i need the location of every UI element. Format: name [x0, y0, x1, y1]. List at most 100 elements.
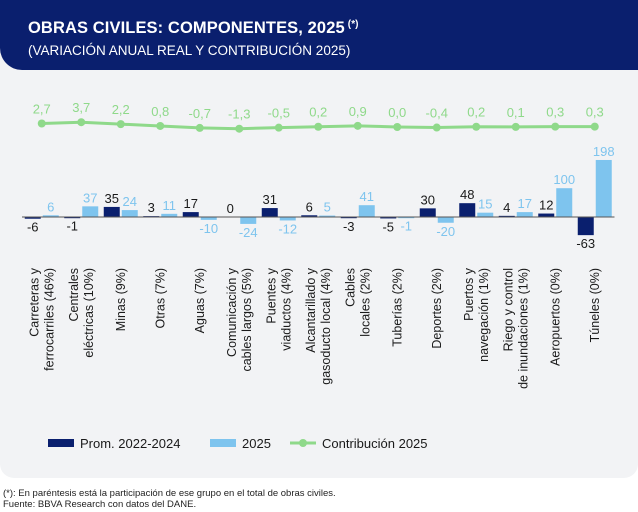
- bar-label-1-6: -12: [278, 221, 297, 236]
- bar-0-9: [380, 217, 397, 219]
- contribution-label-10: -0,4: [426, 106, 448, 121]
- contribution-label-3: 0,8: [151, 104, 169, 119]
- category-label-1-line-1: eléctricas (10%): [82, 268, 96, 358]
- bar-0-1: [64, 217, 81, 219]
- bar-label-0-12: 4: [503, 200, 510, 215]
- bar-0-6: [261, 208, 278, 217]
- bar-label-0-4: 17: [184, 196, 198, 211]
- contribution-label-0: 2,7: [33, 101, 51, 116]
- contribution-point-2: [116, 120, 125, 129]
- category-label-1-line-0: Centrales: [67, 268, 81, 322]
- bar-label-0-3: 3: [148, 200, 155, 215]
- bar-label-0-10: 30: [421, 192, 435, 207]
- bar-label-1-11: 15: [478, 197, 492, 212]
- chart-card: OBRAS CIVILES: COMPONENTES, 2025 (*) (VAR…: [0, 0, 638, 478]
- bar-1-5: [240, 217, 257, 224]
- category-label-1: Centrales eléctricas (10%): [67, 268, 96, 358]
- bar-1-2: [121, 210, 138, 217]
- legend-swatch-0: [48, 439, 74, 447]
- legend-label-1: 2025: [242, 436, 271, 451]
- category-label-12-line-1: de inundaciones (1%): [516, 268, 530, 389]
- bar-label-1-3: 11: [163, 198, 177, 213]
- category-label-9-line-0: Tuberías (2%): [390, 268, 404, 347]
- contribution-label-4: -0,7: [189, 106, 211, 121]
- bar-label-1-2: 24: [123, 194, 137, 209]
- category-label-7-line-1: gasoducto local (4%): [319, 268, 333, 385]
- category-label-9: Tuberías (2%): [390, 268, 404, 347]
- bar-label-1-7: 5: [324, 200, 331, 215]
- bar-label-1-12: 17: [518, 196, 532, 211]
- bar-label-0-13: 12: [539, 198, 553, 213]
- bar-0-0: [24, 217, 41, 219]
- contribution-point-10: [432, 123, 441, 132]
- category-label-7: Alcantarillado y gasoducto local (4%): [304, 267, 333, 384]
- bar-label-0-8: -3: [343, 219, 355, 234]
- legend-swatch-1: [210, 439, 236, 447]
- bar-label-0-1: -1: [66, 218, 78, 233]
- category-label-8-line-0: Cables: [343, 268, 357, 307]
- bar-label-0-7: 6: [306, 199, 313, 214]
- bar-label-0-9: -5: [382, 219, 394, 234]
- category-label-7-line-0: Alcantarillado y: [304, 267, 318, 353]
- chart-subtitle: (VARIACIÓN ANUAL REAL Y CONTRIBUCIÓN 202…: [28, 43, 351, 58]
- bar-1-4: [200, 217, 217, 220]
- title-footnote-mark: (*): [347, 19, 359, 30]
- contribution-point-13: [551, 122, 560, 131]
- category-label-8-line-1: locales (2%): [358, 268, 372, 337]
- bar-1-0: [42, 215, 59, 217]
- category-label-12: Riego y control de inundaciones (1%): [501, 268, 530, 389]
- bar-label-1-0: 6: [47, 199, 54, 214]
- category-label-6: Puentes y viaductos (4%): [264, 267, 293, 350]
- bar-label-1-13: 100: [553, 172, 575, 187]
- bar-0-11: [459, 203, 476, 217]
- bar-1-1: [82, 206, 99, 217]
- bar-1-10: [437, 217, 454, 223]
- contribution-label-12: 0,1: [507, 105, 525, 120]
- contribution-point-6: [274, 123, 283, 132]
- bar-label-0-2: 35: [105, 191, 119, 206]
- contribution-point-7: [314, 122, 323, 131]
- category-label-0-line-0: Carreteras y: [27, 267, 41, 337]
- bar-1-9: [398, 217, 415, 219]
- contribution-label-2: 2,2: [112, 102, 130, 117]
- contribution-label-7: 0,2: [309, 105, 327, 120]
- contribution-point-1: [77, 118, 86, 127]
- contribution-point-14: [590, 122, 599, 131]
- category-label-4: Aguas (7%): [193, 268, 207, 333]
- bar-label-0-6: 31: [263, 192, 277, 207]
- bar-0-7: [301, 215, 318, 217]
- contribution-point-8: [353, 121, 362, 130]
- category-label-4-line-0: Aguas (7%): [193, 268, 207, 333]
- bar-1-6: [279, 217, 296, 221]
- category-label-10-line-0: Deportes (2%): [430, 268, 444, 349]
- bar-label-0-11: 48: [460, 187, 474, 202]
- category-label-0-line-1: ferrocarriles (46%): [42, 268, 56, 371]
- chart-header: OBRAS CIVILES: COMPONENTES, 2025 (*) (VAR…: [0, 0, 638, 70]
- contribution-label-11: 0,2: [467, 105, 485, 120]
- footnote-note: (*): En paréntesis está la participación…: [3, 488, 336, 499]
- bar-label-1-5: -24: [239, 225, 258, 240]
- contribution-point-4: [195, 123, 204, 132]
- contribution-point-11: [472, 122, 481, 131]
- bar-0-13: [538, 213, 555, 217]
- bar-1-11: [477, 212, 494, 217]
- category-label-5: Comunicación y cables largos (5%): [225, 267, 254, 371]
- bar-1-7: [319, 215, 336, 217]
- bar-label-1-14: 198: [593, 144, 615, 159]
- bar-1-3: [161, 213, 178, 217]
- bar-1-12: [516, 212, 533, 217]
- legend-line-marker: [299, 439, 307, 447]
- category-label-6-line-1: viaductos (4%): [279, 268, 293, 351]
- category-label-13: Aeropuertos (0%): [548, 268, 562, 366]
- bar-0-12: [498, 215, 515, 218]
- bar-1-13: [556, 188, 573, 217]
- bar-label-1-10: -20: [436, 224, 455, 239]
- bar-0-10: [419, 208, 436, 217]
- contribution-point-0: [37, 119, 46, 128]
- contribution-label-9: 0,0: [388, 105, 406, 120]
- contribution-point-3: [156, 121, 165, 130]
- bar-label-1-8: 41: [360, 189, 374, 204]
- contribution-label-6: -0,5: [268, 106, 290, 121]
- category-label-10: Deportes (2%): [430, 268, 444, 349]
- bar-label-0-5: 0: [227, 201, 234, 216]
